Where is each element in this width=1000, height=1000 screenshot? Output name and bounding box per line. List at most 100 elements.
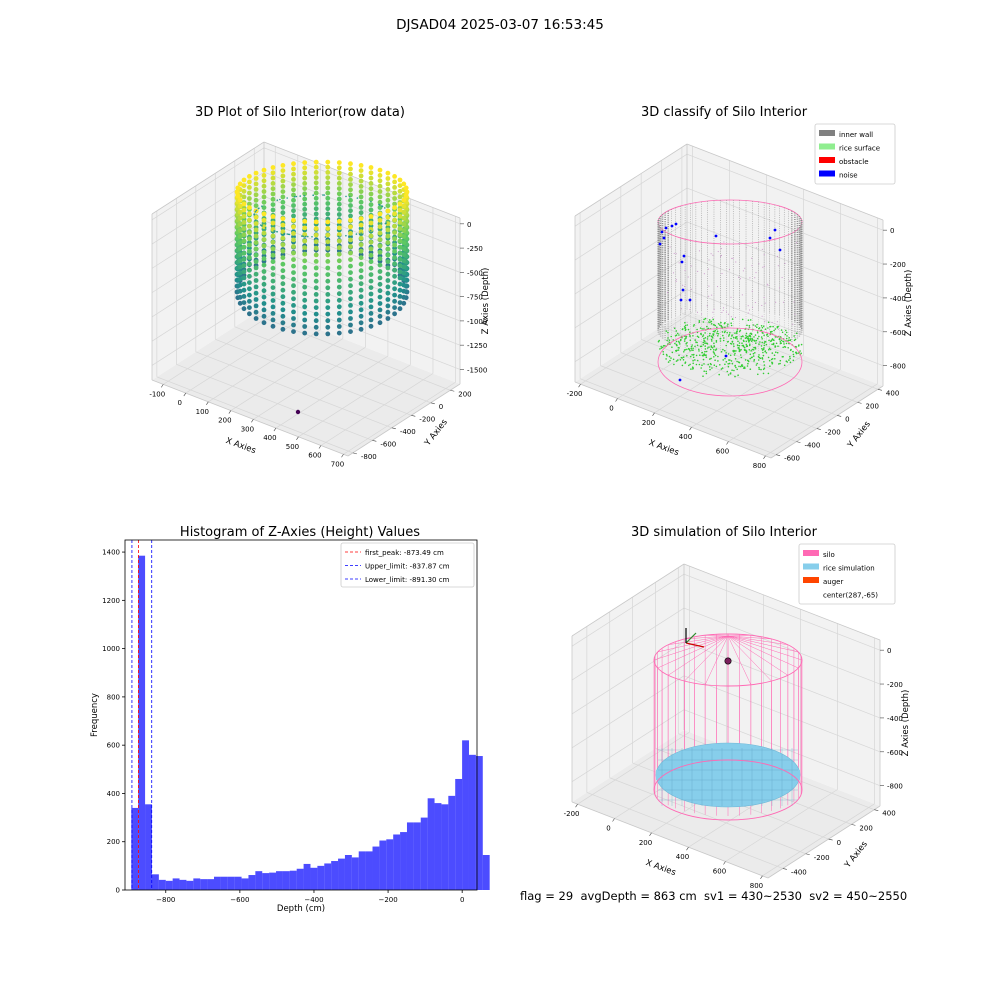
data-point	[385, 214, 391, 220]
rice-surface-point	[758, 335, 760, 338]
interior-point	[767, 284, 769, 286]
data-point	[261, 301, 267, 306]
data-point	[237, 282, 243, 288]
data-point	[401, 181, 407, 187]
rice-surface-point	[675, 349, 677, 352]
data-point	[392, 190, 397, 196]
grid-line	[254, 313, 451, 391]
interior-point	[682, 284, 684, 286]
rice-surface-point	[671, 351, 674, 354]
rice-surface-point	[794, 338, 797, 341]
data-point	[253, 252, 259, 258]
interior-point	[744, 267, 746, 269]
rice-surface-point	[716, 332, 718, 335]
data-point	[313, 170, 319, 175]
data-point	[253, 233, 259, 239]
rice-surface-point	[707, 327, 710, 330]
x-tick-mark	[689, 427, 692, 431]
data-point	[270, 291, 276, 297]
data-point	[280, 274, 286, 280]
y-tick-label: -200	[825, 429, 841, 437]
rice-surface-point	[758, 366, 760, 369]
data-point	[270, 239, 276, 245]
rice-surface-point	[705, 356, 708, 359]
interior-point	[730, 316, 732, 318]
rice-surface-point	[709, 348, 712, 351]
y-tick-mark	[352, 452, 357, 455]
data-point	[270, 285, 276, 290]
rice-surface-point	[730, 324, 733, 327]
axis-edge	[574, 381, 772, 459]
data-point	[348, 192, 353, 198]
data-point	[358, 294, 364, 300]
rice-surface-point	[783, 364, 786, 367]
rice-surface-point	[710, 323, 713, 325]
rice-surface-point	[744, 359, 747, 361]
rice-surface-point	[715, 348, 718, 350]
data-point	[261, 173, 267, 178]
rice-surface-point	[686, 354, 688, 357]
interior-point	[796, 242, 798, 244]
interior-point	[720, 248, 722, 250]
legend-label: inner wall	[839, 131, 873, 139]
data-point	[325, 206, 331, 212]
data-point	[302, 175, 308, 181]
data-point	[377, 224, 383, 230]
data-point	[325, 298, 331, 304]
data-point	[392, 267, 397, 273]
data-point	[358, 163, 364, 168]
data-point	[377, 194, 383, 200]
histogram-bar	[282, 871, 290, 890]
data-point	[313, 252, 319, 258]
data-point	[397, 238, 403, 244]
data-point	[325, 185, 331, 191]
rice-surface-point	[689, 335, 691, 337]
grid-line	[156, 376, 353, 454]
data-point	[270, 202, 276, 208]
data-point	[247, 242, 252, 248]
rice-surface-point	[752, 355, 755, 357]
z-tick-label: -500	[467, 269, 483, 277]
data-point	[299, 195, 302, 197]
data-point	[401, 209, 407, 215]
x-tick-label: 0	[609, 404, 613, 412]
data-point	[313, 324, 319, 330]
data-point	[312, 194, 315, 196]
rice-surface-point	[736, 338, 738, 340]
rice-surface-point	[738, 344, 741, 347]
rice-surface-point	[738, 365, 740, 368]
noise-point	[773, 228, 777, 232]
y-tick-label: 1000	[102, 645, 120, 653]
x-tick-label: −200	[378, 896, 397, 904]
x-tick-mark	[615, 398, 618, 402]
rice-surface-point	[738, 349, 741, 351]
rice-surface-point	[710, 357, 712, 360]
data-point	[237, 300, 243, 306]
rice-surface-point	[719, 337, 722, 340]
silo-wireframe	[667, 635, 729, 676]
data-point	[241, 232, 247, 238]
data-point	[325, 324, 331, 330]
data-point	[261, 294, 267, 300]
data-point	[377, 183, 383, 189]
rice-surface-point	[720, 368, 723, 370]
rice-surface-point	[689, 349, 691, 352]
rice-surface-point	[747, 337, 750, 340]
data-point	[247, 261, 252, 267]
x-tick-label: 600	[308, 452, 321, 460]
data-point	[392, 292, 397, 298]
data-point	[261, 320, 267, 326]
data-point	[325, 318, 331, 324]
data-point	[313, 272, 319, 277]
histogram-bar	[351, 857, 359, 890]
data-point	[325, 226, 331, 231]
rice-surface-point	[713, 345, 716, 348]
rice-surface-point	[731, 318, 734, 320]
histogram-bar	[179, 879, 187, 890]
rice-surface-point	[724, 363, 726, 366]
grid-line	[574, 153, 688, 227]
data-point	[392, 179, 397, 185]
silo-wireframe	[668, 635, 729, 645]
rice-surface-point	[769, 365, 771, 368]
